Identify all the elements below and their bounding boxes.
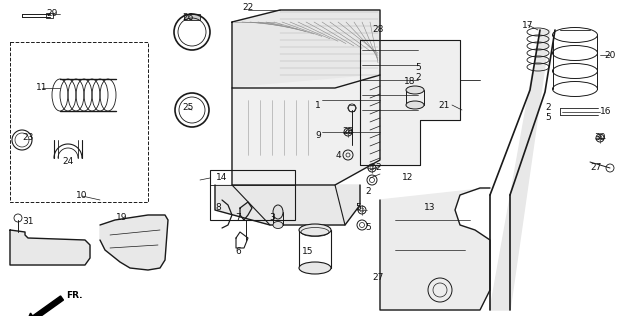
- Text: 27: 27: [590, 163, 602, 173]
- Polygon shape: [360, 40, 460, 165]
- Text: 30: 30: [595, 133, 605, 143]
- Text: 6: 6: [235, 247, 241, 257]
- Polygon shape: [490, 30, 550, 310]
- Bar: [10, 42, 148, 202]
- Text: 31: 31: [22, 217, 34, 227]
- Text: 12: 12: [403, 173, 413, 183]
- Text: 2: 2: [365, 187, 371, 197]
- Text: 20: 20: [604, 51, 616, 59]
- Text: 13: 13: [424, 204, 436, 212]
- Polygon shape: [232, 75, 380, 185]
- Text: 25: 25: [182, 104, 194, 112]
- Text: 19: 19: [116, 214, 128, 222]
- Ellipse shape: [299, 262, 331, 274]
- Text: 8: 8: [215, 204, 221, 212]
- Text: 2: 2: [375, 163, 381, 173]
- Text: 4: 4: [335, 150, 341, 160]
- Ellipse shape: [273, 205, 283, 219]
- Ellipse shape: [406, 101, 424, 109]
- Text: 23: 23: [22, 133, 34, 143]
- Polygon shape: [100, 215, 168, 270]
- Text: 5: 5: [365, 223, 371, 233]
- Ellipse shape: [299, 224, 331, 236]
- Text: 28: 28: [342, 127, 354, 137]
- Polygon shape: [215, 185, 360, 225]
- Polygon shape: [10, 230, 90, 265]
- Ellipse shape: [273, 222, 283, 228]
- Text: 29: 29: [46, 9, 58, 19]
- Bar: [210, 170, 295, 220]
- Text: 24: 24: [62, 157, 74, 167]
- Text: 10: 10: [76, 191, 88, 200]
- Text: 22: 22: [243, 3, 253, 13]
- Text: 26: 26: [182, 14, 194, 22]
- Text: 2: 2: [545, 104, 551, 112]
- Text: 5: 5: [355, 204, 361, 212]
- Text: 15: 15: [302, 247, 314, 257]
- Polygon shape: [240, 202, 252, 220]
- Text: 18: 18: [404, 77, 416, 87]
- FancyArrow shape: [26, 296, 63, 316]
- Text: 11: 11: [36, 83, 48, 93]
- Text: 3: 3: [269, 214, 275, 222]
- Text: 5: 5: [415, 64, 421, 72]
- Text: 2: 2: [415, 74, 421, 82]
- Text: 17: 17: [522, 21, 534, 29]
- Text: 1: 1: [315, 100, 321, 110]
- Polygon shape: [380, 188, 490, 310]
- Text: 7: 7: [235, 214, 241, 222]
- Text: FR.: FR.: [66, 290, 83, 300]
- Text: 28: 28: [372, 26, 384, 34]
- Polygon shape: [232, 10, 380, 88]
- Text: 27: 27: [372, 274, 384, 283]
- Ellipse shape: [406, 86, 424, 94]
- Text: 16: 16: [600, 107, 612, 117]
- Bar: [46, 13, 53, 18]
- Text: 9: 9: [315, 131, 321, 139]
- Text: 14: 14: [216, 173, 228, 183]
- Text: 21: 21: [438, 100, 450, 110]
- Text: 5: 5: [545, 113, 551, 123]
- Bar: [184, 14, 200, 20]
